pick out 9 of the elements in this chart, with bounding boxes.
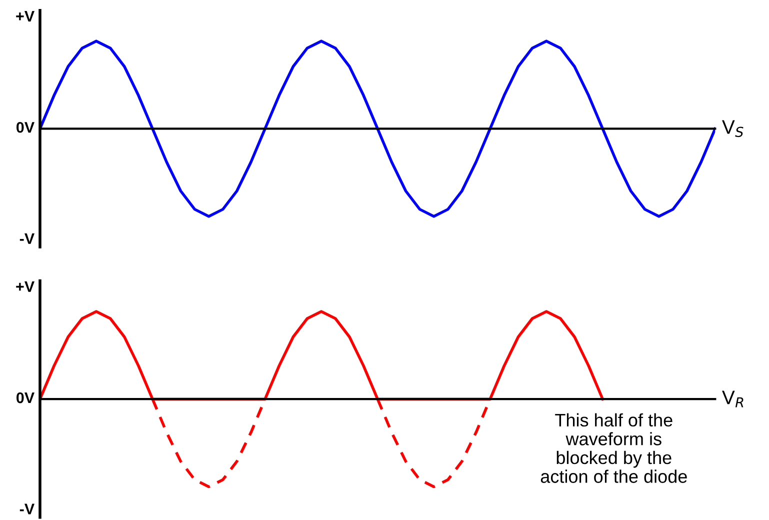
text: +V (16, 281, 34, 292)
x-axis-title: V$_{S}$ (722, 120, 744, 138)
text: 0V (16, 122, 34, 133)
text: 0V (16, 392, 34, 404)
x-axis-title: V$_{R}$ (722, 390, 744, 408)
text: -V (20, 233, 34, 244)
text: -V (20, 504, 34, 514)
text: +V (16, 10, 34, 22)
annotation: This half of the waveform is blocked by the action of the diode (540, 413, 687, 483)
